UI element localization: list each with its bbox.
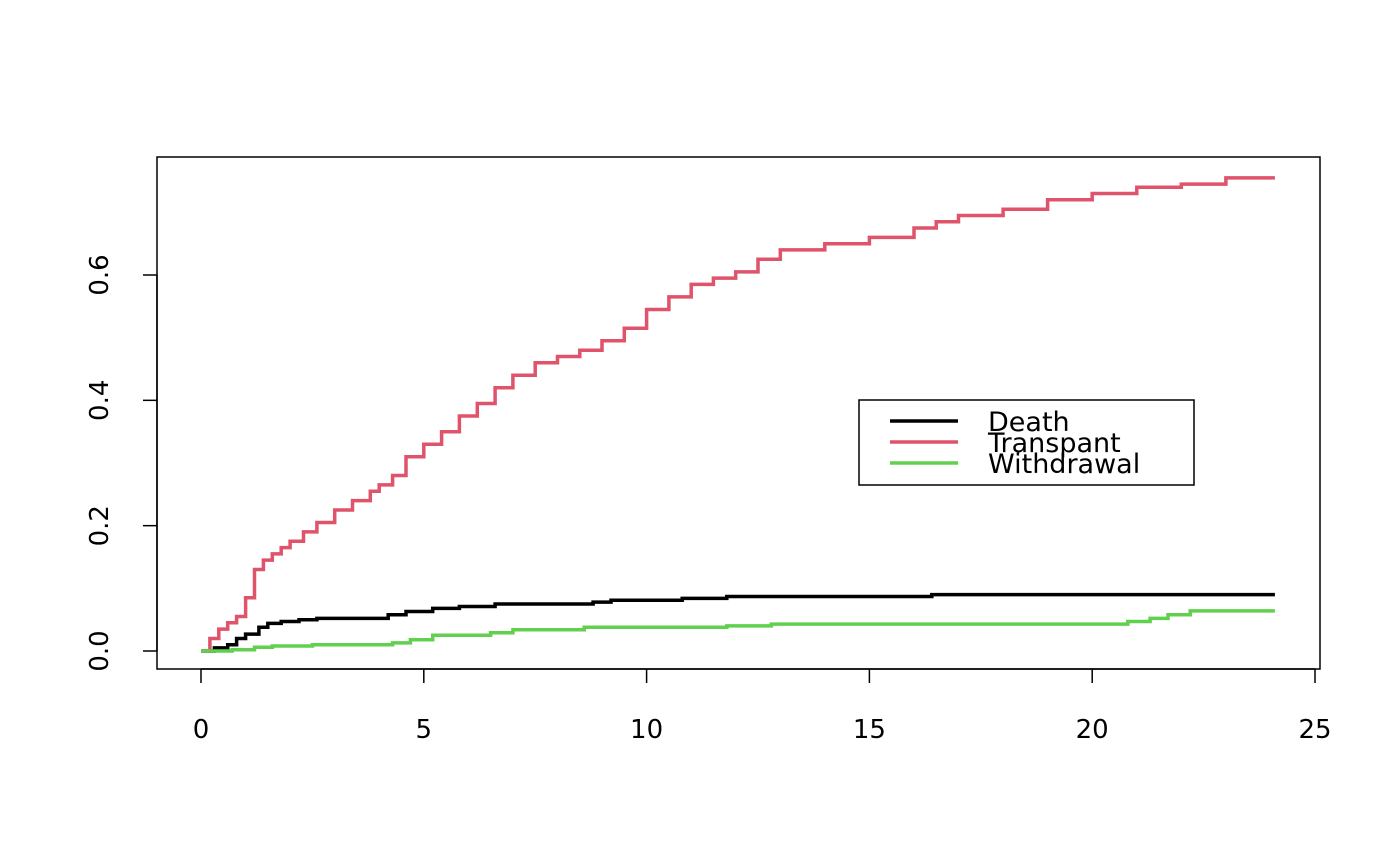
x-axis: 0 5 10 15 20 25 xyxy=(193,668,1332,745)
x-tick-label: 15 xyxy=(853,715,886,745)
x-tick-label: 0 xyxy=(193,715,210,745)
y-tick-label: 0.2 xyxy=(85,505,115,546)
series-line-death xyxy=(201,592,1275,653)
series-line-transpant xyxy=(201,176,1275,653)
legend-label-transpant: Transpant xyxy=(987,428,1121,459)
y-axis: 0.0 0.2 0.4 0.6 xyxy=(85,254,158,672)
x-tick-label: 20 xyxy=(1076,715,1109,745)
y-tick-label: 0.0 xyxy=(85,630,115,671)
legend-label-withdrawal: Withdrawal xyxy=(988,449,1140,480)
series-line-withdrawal xyxy=(201,609,1275,653)
y-tick-label: 0.4 xyxy=(85,380,115,421)
x-tick-label: 25 xyxy=(1298,715,1331,745)
y-tick-label: 0.6 xyxy=(85,254,115,295)
series-layer xyxy=(201,176,1275,653)
x-tick-label: 10 xyxy=(630,715,663,745)
x-tick-label: 5 xyxy=(416,715,433,745)
legend-label-death: Death xyxy=(988,407,1070,438)
